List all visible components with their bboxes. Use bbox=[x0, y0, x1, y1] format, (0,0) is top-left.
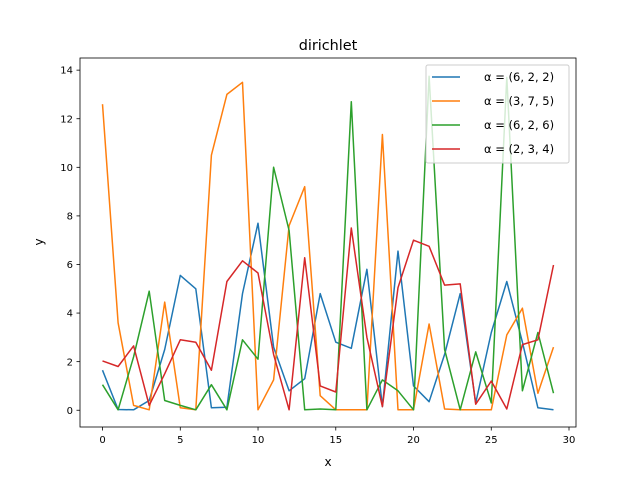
x-tick-label: 10 bbox=[252, 435, 265, 446]
legend-label: α = (6, 2, 6) bbox=[484, 118, 554, 132]
series-line-1 bbox=[101, 222, 554, 411]
x-tick-label: 0 bbox=[99, 435, 105, 446]
x-tick-label: 30 bbox=[563, 435, 576, 446]
legend-box bbox=[425, 64, 570, 164]
axes: 0 5 10 15 20 25 30 0 2 4 6 8 10 12 14 bbox=[60, 57, 577, 446]
axes-frame bbox=[79, 57, 577, 428]
legend: α = (6, 2, 2) α = (3, 7, 5) α = (6, 2, 6) α… bbox=[425, 64, 570, 164]
series-line-4 bbox=[102, 227, 555, 411]
y-tick-label: 8 bbox=[67, 211, 73, 222]
y-axis-label: y bbox=[32, 238, 46, 245]
legend-label: α = (2, 3, 4) bbox=[484, 142, 554, 156]
legend-label: α = (6, 2, 2) bbox=[484, 70, 554, 84]
plot-area bbox=[101, 75, 555, 411]
x-tick-label: 5 bbox=[177, 435, 183, 446]
y-tick-label: 6 bbox=[67, 260, 73, 271]
y-tick-label: 14 bbox=[60, 66, 73, 77]
x-tick-label: 15 bbox=[329, 435, 342, 446]
series-line-2 bbox=[101, 81, 555, 411]
x-tick-label: 20 bbox=[407, 435, 420, 446]
series-line-3 bbox=[101, 75, 555, 411]
y-tick-label: 10 bbox=[60, 163, 73, 174]
x-axis-label: x bbox=[324, 455, 331, 469]
x-tick-label: 25 bbox=[485, 435, 498, 446]
legend-label: α = (3, 7, 5) bbox=[484, 94, 554, 108]
y-tick-label: 0 bbox=[67, 406, 73, 417]
y-tick-label: 12 bbox=[60, 114, 73, 125]
y-tick-label: 2 bbox=[67, 357, 73, 368]
y-tick-label: 4 bbox=[67, 309, 73, 320]
chart-title: dirichlet bbox=[299, 38, 358, 54]
